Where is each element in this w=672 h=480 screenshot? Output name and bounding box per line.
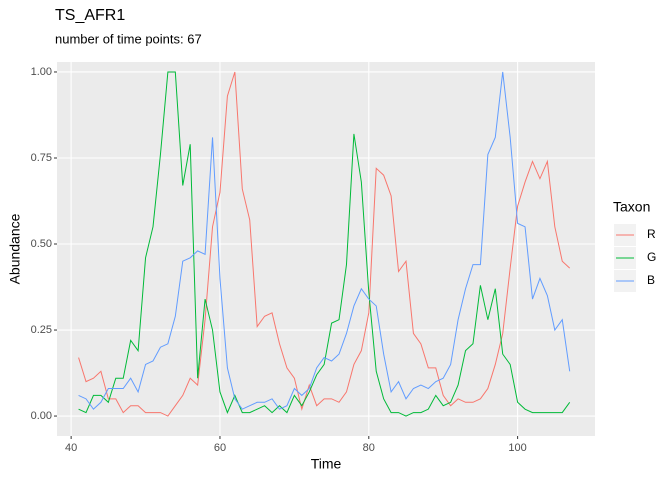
series-line	[78, 71, 571, 417]
y-tick-label: 1.00	[31, 66, 52, 78]
x-axis-title: Time	[311, 456, 342, 472]
x-tick-label: 80	[363, 442, 375, 454]
x-tick-label: 100	[508, 442, 526, 454]
legend-label: R	[647, 227, 656, 241]
y-tick-label: 0.75	[31, 152, 52, 164]
x-tick-label: 40	[65, 442, 77, 454]
series-line	[78, 71, 571, 410]
legend-label: G	[647, 250, 656, 264]
chart-title: TS_AFR1	[55, 7, 125, 24]
y-tick-label: 0.50	[31, 238, 52, 250]
series-line	[78, 71, 571, 417]
y-tick-label: 0.00	[31, 410, 52, 422]
legend-label: B	[647, 273, 655, 287]
x-tick-label: 60	[214, 442, 226, 454]
legend-title: Taxon	[613, 199, 650, 215]
y-axis-title: Abundance	[7, 213, 23, 284]
panel	[57, 62, 595, 436]
y-tick-label: 0.25	[31, 324, 52, 336]
chart-subtitle: number of time points: 67	[55, 31, 202, 46]
